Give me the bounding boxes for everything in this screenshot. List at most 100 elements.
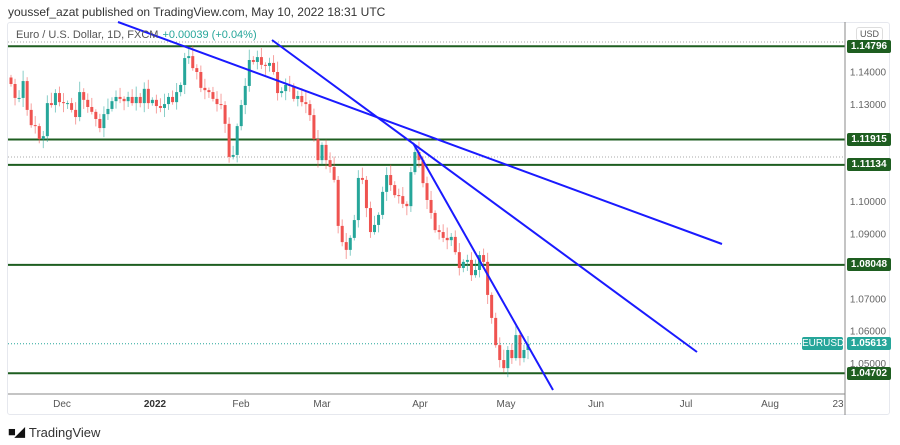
candle-up — [126, 96, 130, 102]
current-price-label: 1.05613 — [847, 337, 891, 351]
price-change: +0.00039 (+0.04%) — [162, 29, 257, 41]
x-tick-label: Feb — [232, 399, 250, 410]
candle-up — [187, 56, 191, 59]
candle-down — [445, 237, 449, 241]
candle-down — [316, 139, 320, 161]
candle-down — [94, 111, 98, 119]
candle-down — [498, 345, 502, 361]
candle-down — [292, 85, 296, 99]
candle-down — [191, 56, 195, 69]
candle-down — [272, 62, 276, 72]
x-tick-label: Jun — [587, 399, 605, 410]
candle-down — [433, 212, 437, 231]
x-tick-label: 23 — [832, 399, 844, 410]
candle-up — [522, 349, 526, 359]
x-tick-label: Dec — [53, 399, 71, 410]
candle-up — [175, 92, 179, 103]
candle-up — [247, 60, 251, 86]
candle-up — [377, 214, 381, 225]
brand-name[interactable]: TradingView — [28, 424, 101, 440]
candle-up — [102, 114, 106, 129]
level-price-label: 1.04702 — [847, 366, 891, 380]
candle-up — [465, 259, 469, 262]
candle-down — [223, 105, 227, 124]
candle-down — [364, 179, 368, 209]
candle-down — [368, 208, 372, 233]
candle-down — [118, 96, 122, 99]
candle-down — [154, 99, 158, 107]
y-tick-label: 1.07000 — [850, 294, 887, 305]
candle-down — [340, 225, 344, 243]
candle-down — [138, 96, 142, 104]
candle-up — [110, 101, 114, 109]
trendlines — [117, 21, 723, 391]
candle-down — [171, 96, 175, 103]
level-price-label: 1.14796 — [847, 39, 891, 53]
candle-up — [381, 191, 385, 215]
candle-up — [114, 96, 118, 102]
candle-up — [413, 152, 417, 173]
candle-up — [167, 96, 171, 105]
candle-down — [86, 99, 90, 107]
candle-down — [397, 195, 401, 197]
candle-down — [146, 88, 150, 104]
currency-button[interactable]: USD — [856, 27, 884, 41]
candle-down — [227, 123, 231, 157]
candle-down — [425, 183, 429, 200]
candle-down — [457, 252, 461, 269]
candle-down — [37, 126, 41, 140]
price-axis: 1.14000 1.13000 1.10000 1.09000 1.07000 1.060… — [850, 68, 887, 371]
candle-up — [514, 335, 518, 359]
chart-pane[interactable] — [7, 22, 890, 415]
candle-down — [417, 152, 421, 161]
y-tick-label: 1.10000 — [850, 197, 887, 208]
candle-up — [280, 91, 284, 94]
candle-down — [405, 203, 409, 207]
candle-down — [33, 125, 37, 127]
tradingview-logo-icon[interactable]: ■◢ — [8, 424, 25, 439]
candle-down — [308, 104, 312, 116]
candle-up — [296, 95, 300, 99]
candle-down — [158, 106, 162, 108]
y-tick-label: 1.14000 — [850, 68, 887, 79]
trendline-1[interactable] — [117, 21, 723, 245]
y-tick-label: 1.13000 — [850, 100, 887, 111]
candle-down — [324, 144, 328, 161]
candle-down — [393, 185, 397, 196]
candle-up — [352, 220, 356, 238]
candle-up — [449, 236, 453, 241]
candle-up — [348, 237, 352, 250]
candle-down — [203, 87, 207, 91]
candle-up — [268, 62, 271, 66]
symbol-name: Euro / U.S. Dollar, 1D, FXCM — [16, 29, 159, 41]
candle-up — [506, 349, 510, 369]
x-tick-label: Jul — [679, 399, 693, 410]
candle-down — [25, 81, 29, 110]
candle-down — [211, 92, 215, 99]
candle-down — [401, 196, 405, 204]
trendline-3[interactable] — [412, 142, 554, 391]
candle-up — [239, 105, 243, 127]
candle-down — [49, 103, 53, 106]
candle-up — [17, 97, 21, 99]
candle-down — [490, 294, 494, 318]
candle-down — [312, 115, 316, 140]
candle-down — [82, 92, 86, 100]
candles — [9, 45, 530, 378]
candle-down — [130, 96, 134, 104]
candle-down — [199, 72, 203, 88]
candle-up — [41, 136, 45, 140]
x-tick-label: Aug — [761, 399, 779, 410]
candle-up — [461, 261, 465, 269]
candle-down — [98, 118, 102, 129]
candle-up — [21, 81, 25, 98]
candle-up — [478, 255, 482, 270]
candle-up — [183, 58, 187, 85]
candle-up — [142, 88, 146, 104]
candle-up — [235, 126, 239, 155]
candle-down — [62, 102, 66, 104]
candle-up — [134, 96, 138, 104]
candle-down — [437, 230, 441, 233]
trendline-2[interactable] — [271, 39, 698, 353]
